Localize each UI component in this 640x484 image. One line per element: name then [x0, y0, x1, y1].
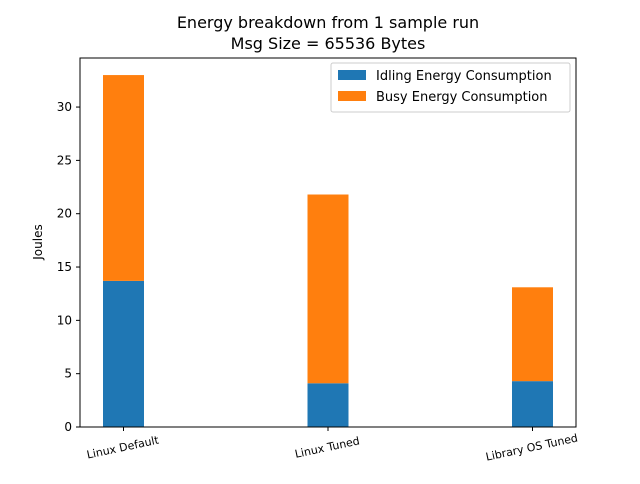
y-tick-label: 5: [64, 367, 72, 381]
bars-group: [103, 75, 553, 427]
legend-swatch-0: [338, 70, 366, 80]
y-tick-label: 10: [57, 313, 72, 327]
y-tick-label: 30: [57, 100, 72, 114]
x-tick-label: Library OS Tuned: [485, 431, 579, 463]
y-axis: 0 5 10 15 20 25 30: [57, 100, 80, 434]
bar-segment-idling-1: [307, 383, 349, 427]
y-tick-label: 0: [64, 420, 72, 434]
y-axis-label: Joules: [31, 224, 45, 260]
chart-title-line1: Energy breakdown from 1 sample run: [177, 13, 479, 32]
y-tick-label: 20: [57, 207, 72, 221]
y-tick-label: 15: [57, 260, 72, 274]
bar-segment-busy-2: [512, 287, 553, 382]
x-tick-label: Linux Default: [86, 433, 161, 461]
y-tick-label: 25: [57, 153, 72, 167]
legend-label-0: Idling Energy Consumption: [376, 69, 552, 84]
x-tick-label: Linux Tuned: [294, 434, 361, 460]
bar-segment-busy-0: [103, 75, 144, 281]
x-axis: Linux Default Linux Tuned Library OS Tuned: [86, 427, 579, 464]
legend-label-1: Busy Energy Consumption: [376, 90, 548, 105]
legend: Idling Energy Consumption Busy Energy Con…: [330, 62, 571, 113]
legend-box: [330, 62, 571, 113]
legend-swatch-1: [338, 91, 366, 101]
bar-segment-busy-1: [307, 194, 349, 384]
bar-segment-idling-0: [103, 280, 144, 427]
chart-title-line2: Msg Size = 65536 Bytes: [231, 34, 426, 53]
bar-segment-idling-2: [512, 381, 553, 427]
plot-frame: [79, 57, 577, 428]
